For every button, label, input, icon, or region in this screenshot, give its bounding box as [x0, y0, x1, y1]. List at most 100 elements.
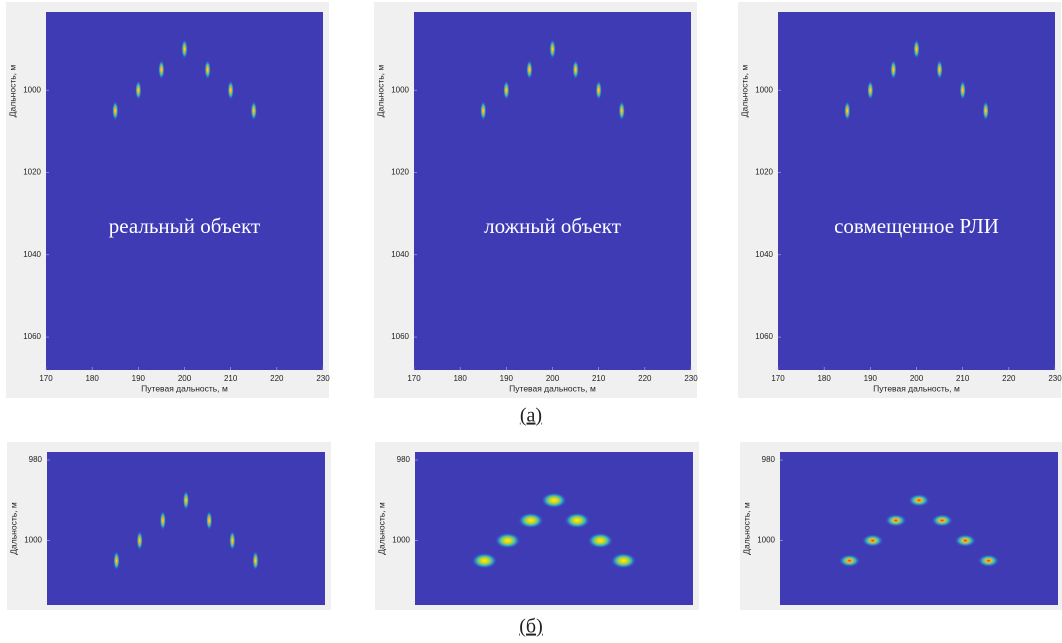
target-spot — [959, 80, 965, 100]
x-tick-label: 230 — [684, 374, 698, 383]
y-tick-label: 1060 — [23, 332, 41, 341]
x-tick-label: 230 — [316, 374, 330, 383]
target-spot — [619, 101, 625, 121]
caption: (а) — [520, 405, 542, 427]
target-spot — [495, 533, 521, 549]
target-spot — [181, 39, 187, 59]
y-axis-label: Дальность, м — [376, 502, 386, 555]
annotation: реальный объект — [109, 214, 260, 238]
annotation: совмещенное РЛИ — [834, 214, 999, 238]
x-tick-label: 200 — [178, 374, 192, 383]
target-spot — [890, 60, 896, 80]
target-spot — [954, 534, 976, 547]
target-spot — [252, 551, 258, 571]
y-tick-label: 1000 — [24, 536, 42, 545]
target-spot — [839, 554, 861, 567]
x-tick-label: 170 — [407, 374, 421, 383]
target-spot — [844, 101, 850, 121]
target-spot — [204, 60, 210, 80]
x-tick-label: 220 — [270, 374, 284, 383]
x-tick-label: 190 — [500, 374, 514, 383]
y-tick-label: 1020 — [23, 168, 41, 177]
y-axis-label: Дальность, м — [7, 65, 17, 118]
plot-area — [780, 452, 1058, 605]
target-spot — [587, 533, 613, 549]
y-axis-label: Дальность, м — [739, 65, 749, 118]
target-spot — [112, 101, 118, 121]
y-tick-label: 1060 — [755, 332, 773, 341]
plot-area — [46, 12, 323, 370]
target-spot — [136, 531, 142, 551]
y-tick-label: 1040 — [23, 250, 41, 259]
target-spot — [229, 531, 235, 551]
target-spot — [983, 101, 989, 121]
target-spot — [227, 80, 233, 100]
target-spot — [472, 553, 498, 569]
x-tick-label: 210 — [224, 374, 238, 383]
x-axis-label: Путевая дальность, м — [141, 383, 228, 393]
x-axis-label: Путевая дальность, м — [509, 383, 596, 393]
x-tick-label: 200 — [546, 374, 560, 383]
target-spot — [503, 80, 509, 100]
x-tick-label: 230 — [1048, 374, 1062, 383]
y-tick-label: 1000 — [392, 536, 410, 545]
target-spot — [518, 512, 544, 528]
target-spot — [135, 80, 141, 100]
target-spot — [480, 101, 486, 121]
plot-area — [414, 12, 691, 370]
target-spot — [913, 39, 919, 59]
y-axis-label: Дальность, м — [375, 65, 385, 118]
target-spot — [862, 534, 884, 547]
target-spot — [541, 492, 567, 508]
x-tick-label: 180 — [453, 374, 467, 383]
y-tick-label: 1000 — [755, 85, 773, 94]
target-spot — [931, 514, 953, 527]
target-spot — [978, 554, 1000, 567]
x-tick-label: 210 — [956, 374, 970, 383]
x-tick-label: 180 — [85, 374, 99, 383]
y-tick-label: 1000 — [757, 536, 775, 545]
target-spot — [564, 512, 590, 528]
y-tick-label: 1060 — [391, 332, 409, 341]
target-spot — [206, 510, 212, 530]
y-tick-label: 980 — [762, 455, 776, 464]
x-tick-label: 190 — [132, 374, 146, 383]
x-tick-label: 170 — [771, 374, 785, 383]
target-spot — [908, 494, 930, 507]
x-tick-label: 220 — [638, 374, 652, 383]
x-tick-label: 180 — [817, 374, 831, 383]
x-tick-label: 210 — [592, 374, 606, 383]
y-tick-label: 1040 — [391, 250, 409, 259]
target-spot — [936, 60, 942, 80]
target-spot — [572, 60, 578, 80]
target-spot — [183, 490, 189, 510]
y-tick-label: 980 — [397, 455, 411, 464]
target-spot — [251, 101, 257, 121]
caption: (б) — [519, 616, 543, 638]
x-axis-label: Путевая дальность, м — [873, 383, 960, 393]
target-spot — [595, 80, 601, 100]
target-spot — [885, 514, 907, 527]
y-tick-label: 1000 — [23, 85, 41, 94]
target-spot — [160, 510, 166, 530]
target-spot — [549, 39, 555, 59]
plot-area — [415, 452, 693, 605]
y-tick-label: 980 — [29, 455, 43, 464]
target-spot — [113, 551, 119, 571]
y-tick-label: 1020 — [755, 168, 773, 177]
y-tick-label: 1000 — [391, 85, 409, 94]
x-tick-label: 200 — [910, 374, 924, 383]
plot-area — [778, 12, 1055, 370]
target-spot — [867, 80, 873, 100]
target-spot — [526, 60, 532, 80]
x-tick-label: 170 — [39, 374, 53, 383]
target-spot — [158, 60, 164, 80]
y-tick-label: 1040 — [755, 250, 773, 259]
y-tick-label: 1020 — [391, 168, 409, 177]
target-spot — [611, 553, 637, 569]
y-axis-label: Дальность, м — [8, 502, 18, 555]
annotation: ложный объект — [484, 214, 621, 238]
y-axis-label: Дальность, м — [741, 502, 751, 555]
x-tick-label: 190 — [864, 374, 878, 383]
plot-area — [47, 452, 325, 605]
